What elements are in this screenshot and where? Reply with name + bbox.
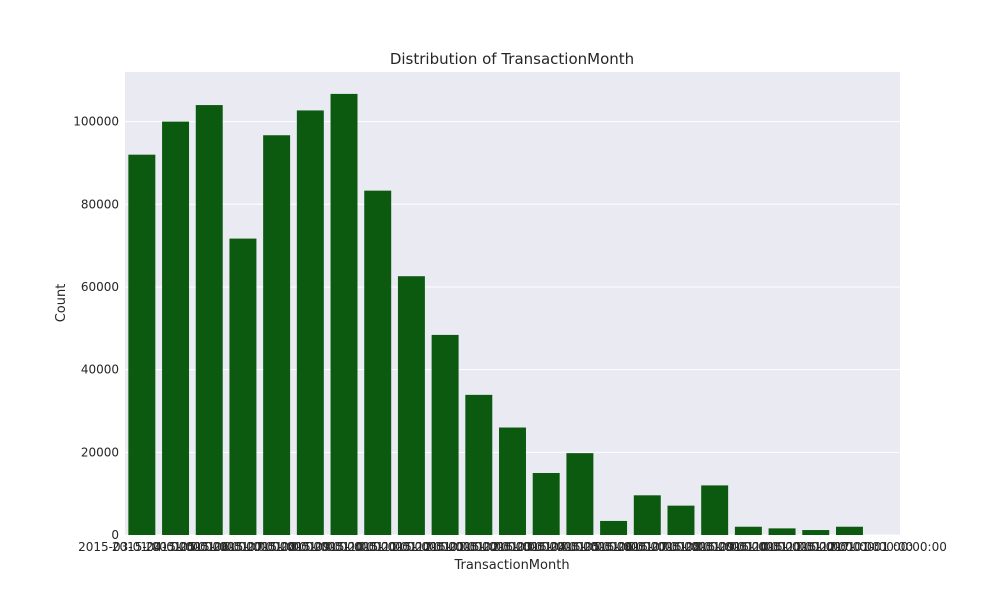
y-tick-label: 80000	[81, 197, 119, 211]
x-tick-label: 2016-11-01 00:00:00	[752, 540, 879, 554]
x-tick-label: 2016-03-01 00:00:00	[482, 540, 609, 554]
bar	[431, 334, 459, 535]
bar	[162, 121, 190, 535]
x-tick-label: 2015-07-01 00:00:00	[213, 540, 340, 554]
x-tick-label: 2016-10-01 00:00:00	[718, 540, 845, 554]
y-tick-label: 0	[111, 528, 119, 542]
x-tick-label: 2015-03-01 00:00:00	[78, 540, 205, 554]
x-tick-label: 2015-06-01 00:00:00	[179, 540, 306, 554]
bar	[465, 394, 493, 535]
bar	[600, 520, 628, 535]
bar	[802, 530, 830, 535]
x-tick-label: 2017-01-01 00:00:00	[819, 540, 946, 554]
x-tick-label: 2016-04-01 00:00:00	[516, 540, 643, 554]
x-tick-label: 2016-01-01 00:00:00	[415, 540, 542, 554]
bar	[701, 485, 729, 535]
x-tick-label: 2015-11-01 00:00:00	[348, 540, 475, 554]
x-tick-label: 2015-05-01 00:00:00	[146, 540, 273, 554]
y-tick-label: 100000	[73, 115, 119, 129]
x-tick-label: 2016-12-01 00:00:00	[786, 540, 913, 554]
y-axis-label: Count	[54, 284, 69, 323]
x-tick-label: 2015-10-01 00:00:00	[314, 540, 441, 554]
x-tick-label: 2015-09-01 00:00:00	[280, 540, 407, 554]
x-axis-label: TransactionMonth	[453, 558, 569, 573]
bar	[229, 238, 257, 535]
x-tick-label: 2015-08-01 00:00:00	[247, 540, 374, 554]
x-tick-label: 2016-07-01 00:00:00	[617, 540, 744, 554]
y-tick-label: 20000	[81, 445, 119, 459]
bar	[397, 276, 425, 535]
bar	[667, 505, 695, 535]
bar	[364, 190, 392, 536]
bar	[195, 105, 223, 536]
bars	[128, 93, 863, 536]
x-tick-label: 2015-12-01 00:00:00	[381, 540, 508, 554]
bar	[566, 453, 594, 535]
x-tick-label: 2016-09-01 00:00:00	[685, 540, 812, 554]
x-tick-label: 2016-05-01 00:00:00	[550, 540, 677, 554]
x-tick-label: 2015-04-01 00:00:00	[112, 540, 239, 554]
bar	[734, 526, 762, 535]
y-tick-label: 60000	[81, 280, 119, 294]
bar	[835, 526, 863, 535]
bar	[330, 93, 358, 535]
y-tick-label: 40000	[81, 363, 119, 377]
bar	[296, 110, 324, 536]
bar	[768, 528, 796, 535]
bar	[633, 495, 661, 535]
bar	[263, 135, 291, 536]
x-tick-label: 2016-06-01 00:00:00	[584, 540, 711, 554]
bar	[532, 472, 560, 535]
bar	[128, 154, 156, 535]
bar	[499, 427, 526, 535]
chart-title: Distribution of TransactionMonth	[390, 50, 634, 68]
y-axis-ticks: 0 20000 40000 60000 80000 100000	[73, 115, 119, 542]
x-tick-label: 2016-08-01 00:00:00	[651, 540, 778, 554]
x-tick-label: 2016-02-01 00:00:00	[449, 540, 576, 554]
